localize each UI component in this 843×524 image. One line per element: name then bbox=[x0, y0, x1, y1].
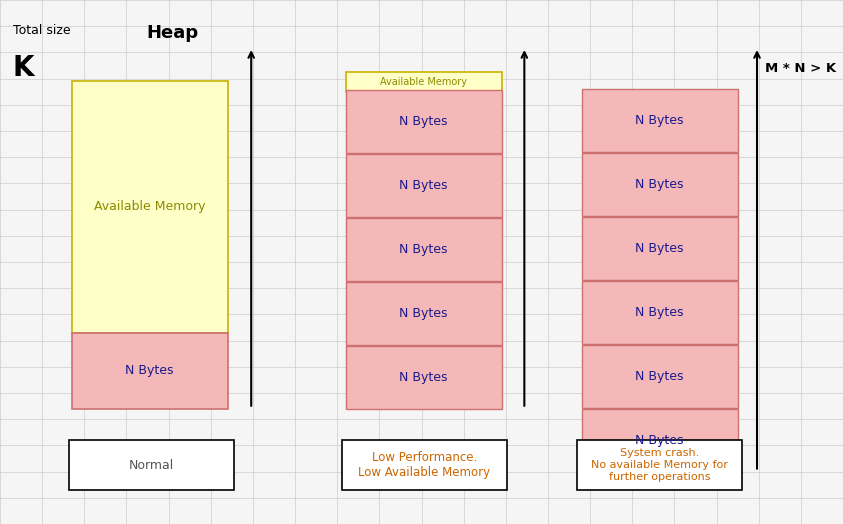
Text: N Bytes: N Bytes bbox=[400, 243, 448, 256]
Text: N Bytes: N Bytes bbox=[636, 306, 684, 319]
FancyBboxPatch shape bbox=[577, 440, 742, 490]
FancyBboxPatch shape bbox=[342, 440, 507, 490]
FancyBboxPatch shape bbox=[582, 153, 738, 216]
FancyBboxPatch shape bbox=[582, 217, 738, 280]
Text: N Bytes: N Bytes bbox=[636, 434, 684, 446]
FancyBboxPatch shape bbox=[582, 409, 738, 472]
Text: N Bytes: N Bytes bbox=[636, 178, 684, 191]
FancyBboxPatch shape bbox=[346, 90, 502, 153]
Text: N Bytes: N Bytes bbox=[400, 115, 448, 128]
Text: N Bytes: N Bytes bbox=[636, 114, 684, 127]
FancyBboxPatch shape bbox=[72, 81, 228, 333]
Text: Available Memory: Available Memory bbox=[380, 77, 467, 87]
Text: K: K bbox=[13, 54, 35, 82]
FancyBboxPatch shape bbox=[582, 281, 738, 344]
Text: N Bytes: N Bytes bbox=[400, 307, 448, 320]
FancyBboxPatch shape bbox=[346, 346, 502, 409]
Text: Normal: Normal bbox=[129, 458, 174, 472]
Text: Heap: Heap bbox=[147, 24, 199, 41]
FancyBboxPatch shape bbox=[582, 345, 738, 408]
Text: N Bytes: N Bytes bbox=[400, 371, 448, 384]
Text: N Bytes: N Bytes bbox=[400, 179, 448, 192]
Text: N Bytes: N Bytes bbox=[636, 370, 684, 383]
FancyBboxPatch shape bbox=[346, 72, 502, 92]
FancyBboxPatch shape bbox=[582, 89, 738, 152]
FancyBboxPatch shape bbox=[69, 440, 234, 490]
FancyBboxPatch shape bbox=[346, 154, 502, 217]
Text: Low Performance.
Low Available Memory: Low Performance. Low Available Memory bbox=[358, 451, 491, 479]
FancyBboxPatch shape bbox=[72, 333, 228, 409]
Text: N Bytes: N Bytes bbox=[636, 242, 684, 255]
FancyBboxPatch shape bbox=[346, 282, 502, 345]
Text: System crash.
No available Memory for
further operations: System crash. No available Memory for fu… bbox=[591, 449, 728, 482]
Text: Available Memory: Available Memory bbox=[94, 201, 206, 213]
FancyBboxPatch shape bbox=[346, 218, 502, 281]
Text: Total size: Total size bbox=[13, 24, 70, 37]
Text: N Bytes: N Bytes bbox=[126, 364, 174, 377]
Text: M * N > K: M * N > K bbox=[765, 62, 836, 74]
